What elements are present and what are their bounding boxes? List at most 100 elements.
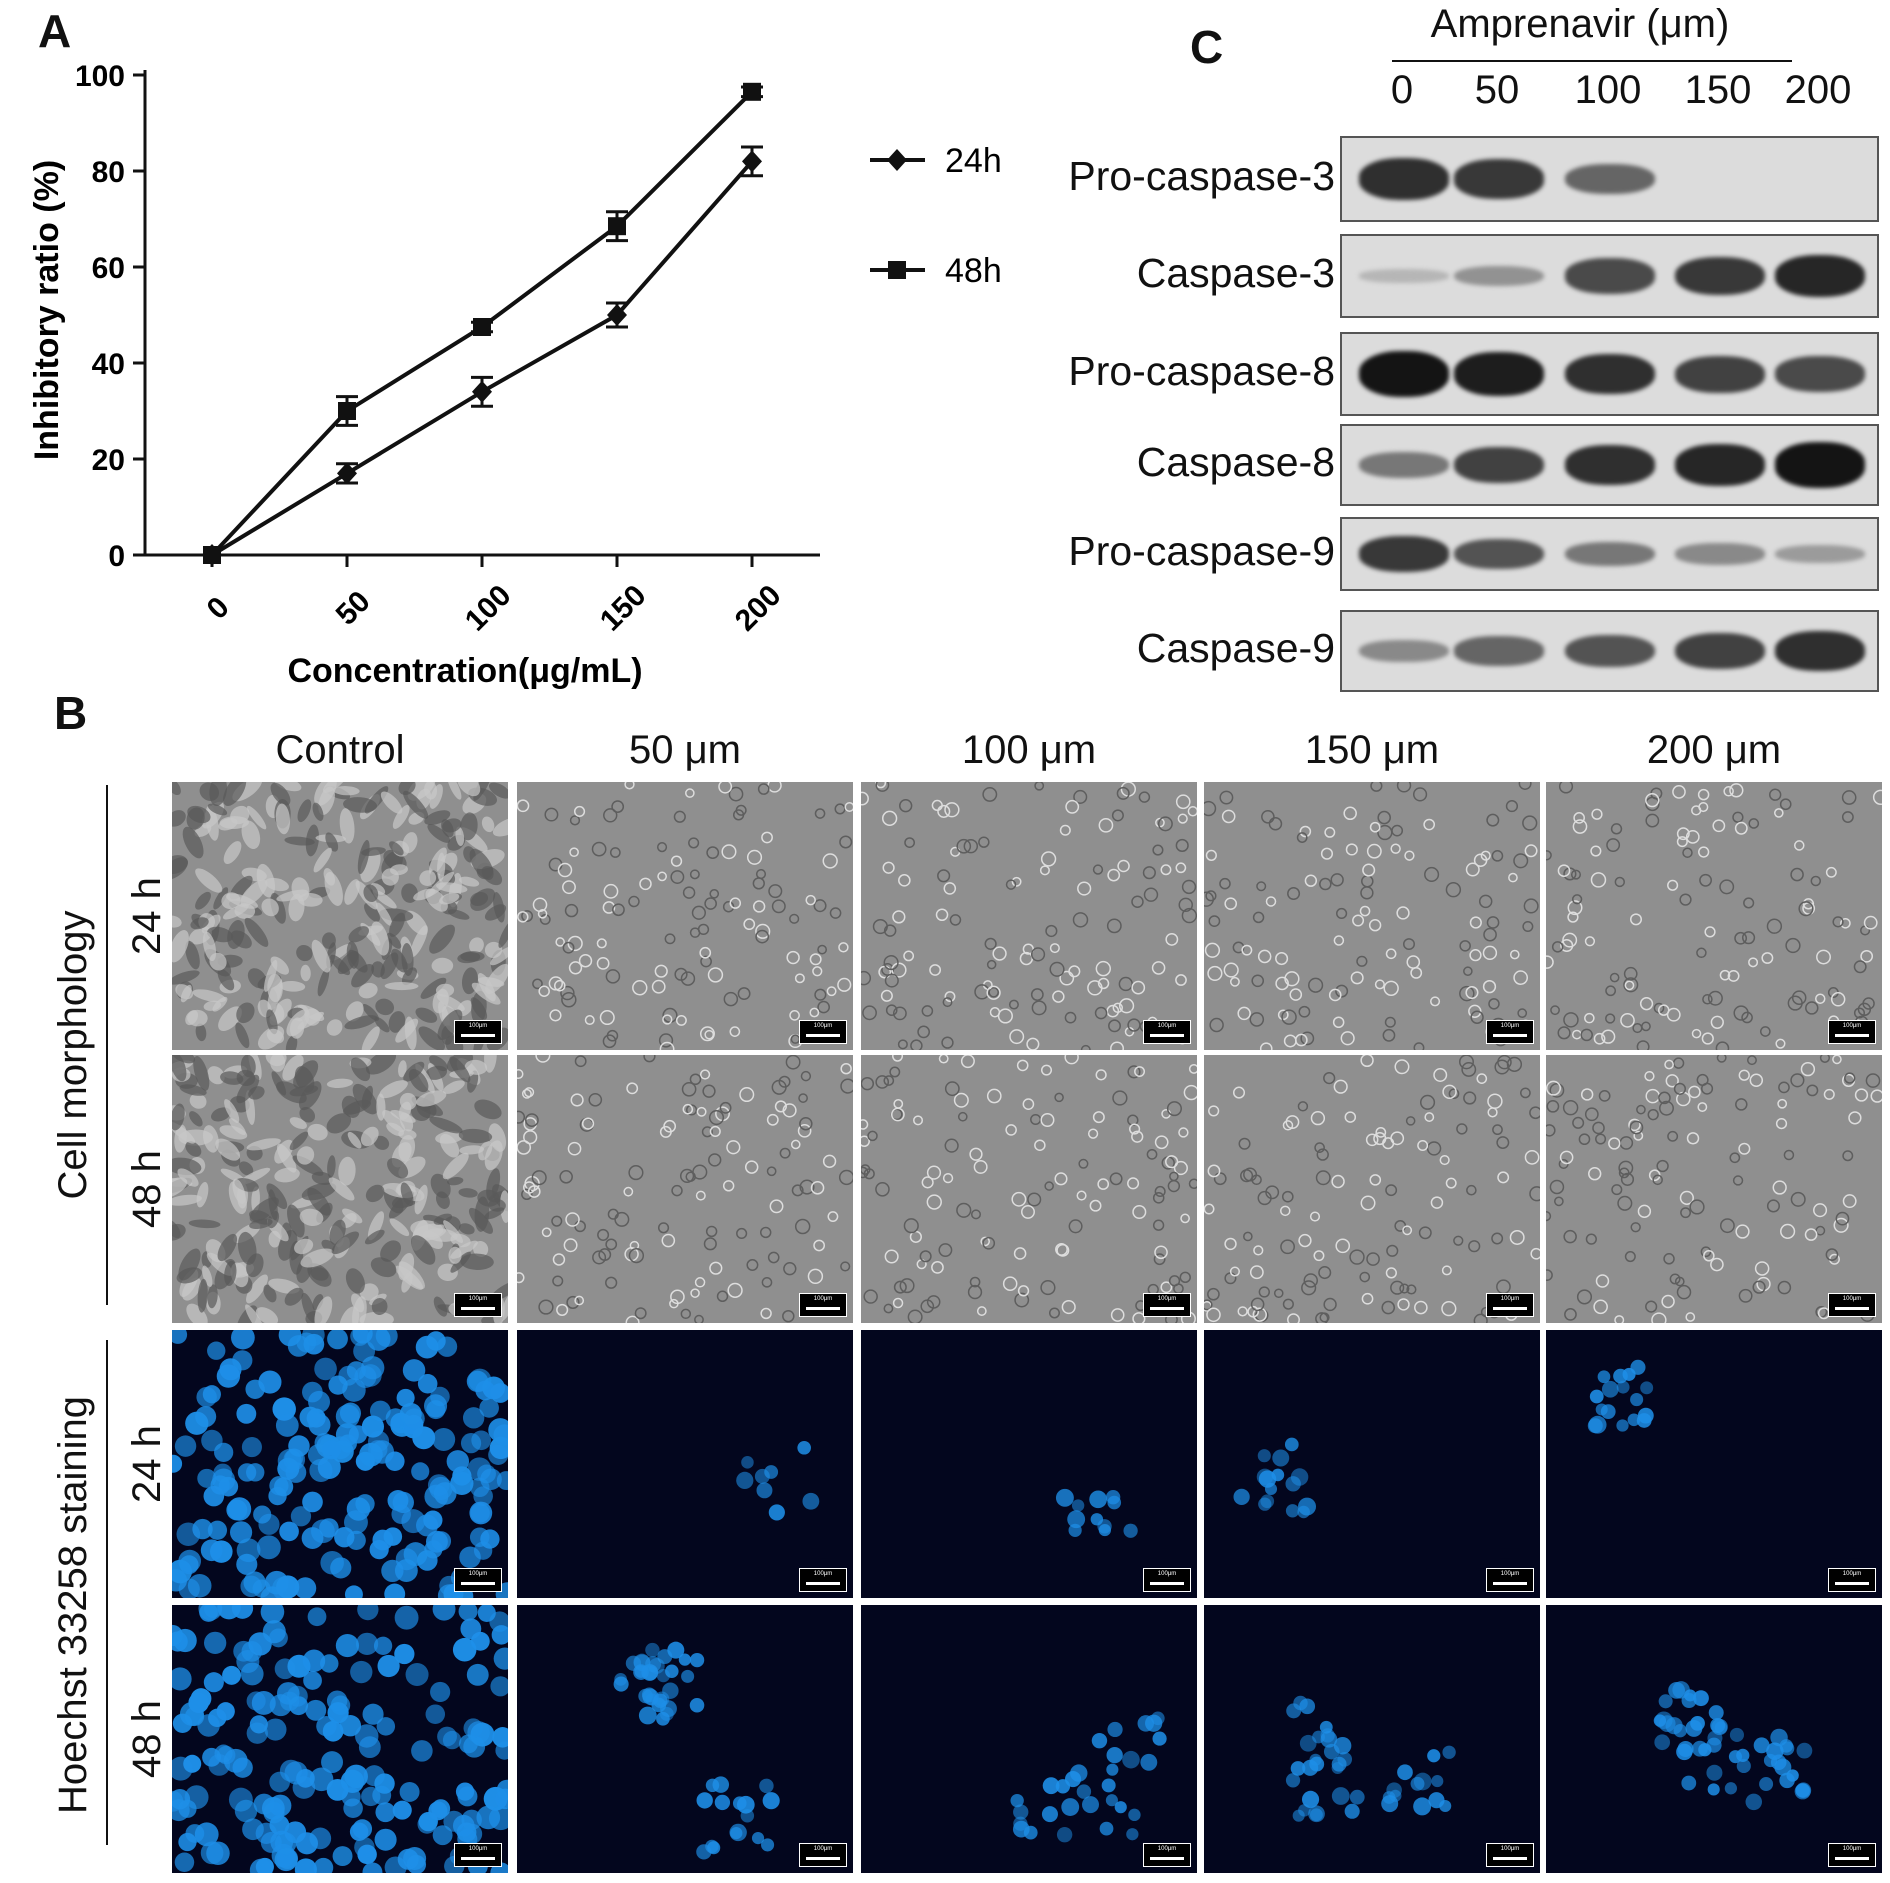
morphology-image: 100μm [172,782,508,1050]
blot-band [1359,269,1449,283]
morphology-image: 100μm [517,782,853,1050]
time-label: 48 h [125,1700,169,1778]
scale-bar-label: 100μm [468,1023,488,1029]
scale-bar: 100μm [1486,1568,1534,1592]
scale-bar: 100μm [454,1568,502,1592]
blot-band [1454,351,1544,397]
scale-bar-label: 100μm [1157,1571,1177,1577]
micrograph-texture [172,1330,508,1598]
scale-bar-label: 100μm [813,1571,833,1577]
scale-bar: 100μm [1486,1020,1534,1044]
micrograph-texture [613,1641,780,1860]
data-point-48h [743,82,761,101]
micrograph-texture [172,1605,508,1873]
blot-band [1359,452,1449,478]
time-label: 48 h [125,1150,169,1228]
scale-bar-label: 100μm [813,1296,833,1302]
micrograph-texture [172,1055,508,1323]
scale-bar-label: 100μm [1500,1023,1520,1029]
hoechst-image: 100μm [517,1605,853,1873]
panel-label-b: B [54,687,88,739]
micrograph-texture [736,1440,820,1521]
y-tick-label: 60 [92,252,125,285]
micrograph-texture [1546,782,1882,1050]
blot-band [1675,444,1765,486]
blot-band [1454,159,1544,199]
morphology-image: 100μm [861,782,1197,1050]
blot-strip [1340,136,1879,222]
scale-bar-label: 100μm [1500,1571,1520,1577]
scale-bar: 100μm [1143,1020,1191,1044]
y-axis-label: Inhibitory ratio (%) [28,160,66,460]
scale-bar-label: 100μm [1842,1571,1862,1577]
western-blot-title-rule [1392,60,1792,62]
data-point-24h [337,462,357,485]
legend-marker-48h [888,261,906,279]
blot-band [1359,351,1449,397]
blot-band [1454,538,1544,570]
scale-bar: 100μm [799,1843,847,1867]
column-header: 50 μm [629,728,741,772]
blot-label: Caspase-3 [1136,250,1335,296]
micrograph-texture [1285,1695,1456,1823]
micrograph-texture [1204,782,1539,1050]
blot-label: Pro-caspase-8 [1068,348,1335,394]
lane-label: 200 [1784,68,1852,112]
scale-bar-label: 100μm [1842,1846,1862,1852]
morphology-image: 100μm [1204,1055,1540,1323]
series-line-24h [210,160,754,557]
micrograph-texture [1233,1437,1316,1519]
blot-strip [1340,610,1879,692]
group-bracket [106,785,108,1305]
blot-band [1565,541,1655,567]
micrograph-texture [172,782,508,1050]
micrograph-texture [517,782,853,1050]
data-point-48h [473,318,491,336]
morphology-image: 100μm [861,1055,1197,1323]
morphology-image: 100μm [1546,1055,1882,1323]
hoechst-image: 100μm [517,1330,853,1598]
hoechst-image: 100μm [172,1605,508,1873]
scale-bar: 100μm [1828,1568,1876,1592]
hoechst-image: 100μm [172,1330,508,1598]
blot-band [1775,442,1865,488]
blot-band [1775,254,1865,298]
blot-band [1454,265,1544,287]
legend-label-48h: 48h [945,252,1002,290]
morphology-image: 100μm [1546,782,1882,1050]
y-tick-label: 100 [75,60,125,93]
blot-strip [1340,234,1879,318]
blot-band [1675,632,1765,670]
micrograph-texture [1010,1711,1167,1843]
panel-label-a: A [38,5,72,57]
blot-band [1675,543,1765,565]
blot-band [1775,545,1865,563]
blot-label: Pro-caspase-9 [1068,528,1335,574]
column-header: 100 μm [961,728,1097,772]
y-tick-label: 0 [108,540,125,573]
scale-bar: 100μm [454,1293,502,1317]
scale-bar-label: 100μm [468,1571,488,1577]
scale-bar: 100μm [799,1568,847,1592]
group-label: Hoechst 33258 staining [51,1395,95,1815]
blot-band [1454,446,1544,484]
scale-bar-label: 100μm [1842,1023,1862,1029]
hoechst-image: 100μm [1546,1330,1882,1598]
blot-band [1359,158,1449,200]
blot-strip [1340,332,1879,416]
x-tick-label: 150 [594,579,653,638]
micrograph-texture [517,1055,853,1323]
scale-bar-label: 100μm [813,1023,833,1029]
legend-label-24h: 24h [945,142,1002,180]
legend-marker-24h [887,149,907,171]
data-point-48h [608,217,626,236]
x-tick-label: 100 [459,579,518,638]
data-point-48h [338,402,356,420]
hoechst-image: 100μm [861,1330,1197,1598]
scale-bar-label: 100μm [1842,1296,1862,1302]
micrograph-texture [861,1055,1197,1323]
lane-label: 150 [1684,68,1752,112]
x-tick-label: 50 [330,585,377,632]
time-label: 24 h [125,1425,169,1503]
blot-strip [1340,424,1879,506]
